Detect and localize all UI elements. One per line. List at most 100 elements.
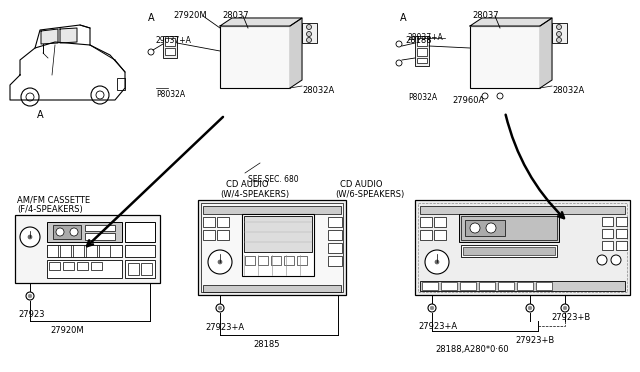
- Circle shape: [482, 93, 488, 99]
- Text: CD AUDIO: CD AUDIO: [340, 180, 383, 189]
- Text: 28185: 28185: [253, 340, 280, 349]
- Bar: [85, 225, 115, 231]
- Bar: [258, 256, 268, 265]
- Text: A: A: [36, 110, 44, 120]
- Circle shape: [216, 304, 224, 312]
- Text: 27923+A: 27923+A: [418, 322, 457, 331]
- Bar: [420, 206, 625, 214]
- Circle shape: [148, 49, 154, 55]
- Bar: [420, 217, 432, 227]
- Bar: [460, 282, 476, 290]
- Bar: [602, 241, 613, 250]
- Circle shape: [28, 235, 32, 239]
- Text: (F/4-SPEAKERS): (F/4-SPEAKERS): [17, 205, 83, 214]
- Circle shape: [21, 88, 39, 106]
- Bar: [417, 48, 427, 56]
- Bar: [15, 215, 160, 283]
- Bar: [302, 23, 317, 43]
- Circle shape: [26, 93, 34, 101]
- Circle shape: [26, 292, 34, 300]
- Bar: [616, 229, 627, 238]
- Bar: [141, 263, 152, 275]
- Text: 28037: 28037: [472, 11, 499, 20]
- Circle shape: [528, 306, 532, 310]
- Text: 28188,A280*0·60: 28188,A280*0·60: [435, 345, 509, 354]
- Bar: [128, 263, 139, 275]
- Bar: [616, 241, 627, 250]
- Circle shape: [470, 223, 480, 233]
- Bar: [328, 243, 342, 253]
- Bar: [422, 282, 438, 290]
- Text: P8032A: P8032A: [408, 93, 437, 102]
- Circle shape: [307, 32, 312, 36]
- Circle shape: [428, 304, 436, 312]
- Circle shape: [28, 294, 32, 298]
- Circle shape: [597, 255, 607, 265]
- Bar: [165, 38, 175, 46]
- Circle shape: [91, 86, 109, 104]
- Text: P8032A: P8032A: [156, 90, 185, 99]
- Circle shape: [56, 228, 64, 236]
- Bar: [203, 285, 341, 292]
- Text: 27960A: 27960A: [452, 96, 484, 105]
- Text: SEE SEC. 680: SEE SEC. 680: [248, 175, 299, 184]
- Circle shape: [396, 41, 402, 47]
- Circle shape: [611, 255, 621, 265]
- Bar: [417, 38, 427, 46]
- Bar: [328, 256, 342, 266]
- Bar: [479, 282, 495, 290]
- Text: 28032A: 28032A: [552, 86, 584, 95]
- Circle shape: [561, 304, 569, 312]
- Bar: [77, 262, 88, 270]
- Bar: [441, 282, 457, 290]
- Bar: [415, 36, 429, 66]
- Text: 29037+A: 29037+A: [156, 36, 192, 45]
- Text: AM/FM CASSETTE: AM/FM CASSETTE: [17, 195, 90, 204]
- Bar: [328, 217, 342, 227]
- Bar: [86, 245, 97, 257]
- Bar: [245, 256, 255, 265]
- Circle shape: [307, 38, 312, 42]
- Bar: [602, 229, 613, 238]
- Bar: [297, 256, 307, 265]
- Polygon shape: [540, 18, 552, 88]
- Bar: [47, 245, 122, 257]
- Bar: [420, 230, 432, 240]
- Bar: [117, 78, 125, 90]
- Bar: [91, 262, 102, 270]
- Circle shape: [430, 306, 434, 310]
- Bar: [284, 256, 294, 265]
- Circle shape: [70, 228, 78, 236]
- Bar: [418, 203, 627, 292]
- Bar: [459, 214, 559, 242]
- Text: 27920M: 27920M: [173, 11, 207, 20]
- Bar: [63, 262, 74, 270]
- Text: 27923+B: 27923+B: [551, 313, 590, 322]
- Bar: [420, 281, 625, 291]
- Circle shape: [396, 60, 402, 66]
- Bar: [125, 260, 155, 278]
- Text: 28037+A: 28037+A: [408, 33, 444, 42]
- Circle shape: [218, 306, 222, 310]
- Bar: [125, 222, 155, 242]
- Polygon shape: [41, 29, 58, 44]
- Bar: [415, 200, 630, 295]
- Bar: [244, 216, 312, 252]
- Circle shape: [307, 25, 312, 29]
- Circle shape: [557, 38, 561, 42]
- Bar: [99, 245, 110, 257]
- Bar: [53, 225, 81, 239]
- Bar: [163, 36, 177, 58]
- Bar: [434, 217, 446, 227]
- Bar: [203, 230, 215, 240]
- Circle shape: [497, 93, 503, 99]
- Text: 27923: 27923: [18, 310, 45, 319]
- Bar: [242, 214, 314, 276]
- Circle shape: [563, 306, 567, 310]
- Circle shape: [425, 250, 449, 274]
- Text: A: A: [148, 13, 155, 23]
- Circle shape: [486, 223, 496, 233]
- Bar: [47, 222, 122, 242]
- Polygon shape: [60, 28, 77, 43]
- Bar: [552, 23, 567, 43]
